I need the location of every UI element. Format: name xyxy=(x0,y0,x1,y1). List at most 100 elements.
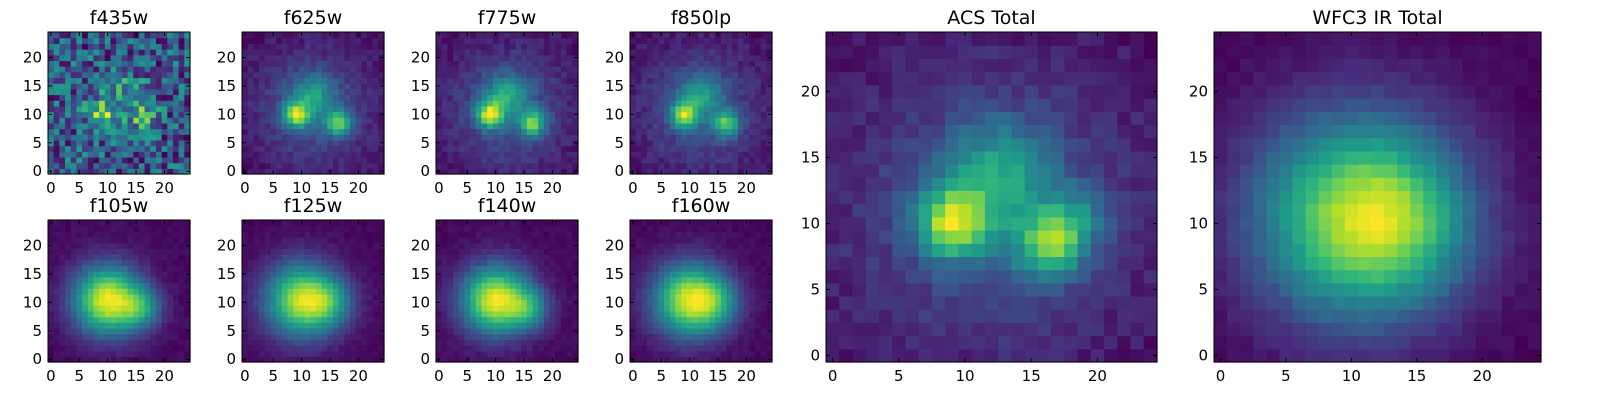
heatmap-cell xyxy=(453,60,460,67)
heatmap-cell xyxy=(754,66,762,73)
heatmap-cell xyxy=(253,128,260,135)
heatmap-cell xyxy=(99,77,106,84)
heatmap-cell xyxy=(566,168,573,175)
heatmap-cell xyxy=(361,37,368,44)
heatmap-cell xyxy=(464,333,471,340)
heatmap-cell xyxy=(464,54,471,61)
heatmap-cell xyxy=(686,305,694,312)
heatmap-cell xyxy=(749,54,756,61)
heatmap-cell xyxy=(82,293,89,301)
heatmap-cell xyxy=(281,156,289,164)
heatmap-cell xyxy=(332,282,340,289)
heatmap-cell xyxy=(321,77,328,84)
heatmap-cell xyxy=(521,271,528,278)
heatmap-cell xyxy=(59,49,66,56)
heatmap-cell xyxy=(178,111,185,118)
heatmap-cell xyxy=(59,288,66,295)
heatmap-cell xyxy=(104,111,112,118)
heatmap-cell xyxy=(48,282,55,289)
heatmap-cell xyxy=(526,83,534,90)
heatmap-cell xyxy=(509,225,517,232)
heatmap-cell xyxy=(144,100,151,107)
heatmap-cell xyxy=(144,327,151,335)
heatmap-cell xyxy=(698,293,705,301)
heatmap-cell xyxy=(560,43,568,50)
heatmap-cell xyxy=(532,117,539,124)
heatmap-cell xyxy=(70,237,77,244)
heatmap-cell xyxy=(70,111,77,118)
heatmap-cell xyxy=(498,145,505,152)
heatmap-cell xyxy=(560,145,568,152)
heatmap-cell xyxy=(378,32,385,39)
heatmap-cell xyxy=(332,139,340,147)
heatmap-cell xyxy=(647,333,654,340)
heatmap-cell xyxy=(743,293,750,301)
heatmap-cell xyxy=(692,122,699,130)
heatmap-cell xyxy=(681,288,688,295)
heatmap-cell xyxy=(532,350,539,357)
heatmap-cell xyxy=(509,49,517,56)
heatmap-cell xyxy=(504,77,511,84)
heatmap-cell xyxy=(349,145,357,152)
heatmap-cell xyxy=(566,77,573,84)
heatmap-cell xyxy=(566,293,573,301)
heatmap-cell xyxy=(172,134,180,141)
heatmap-cell xyxy=(743,117,750,124)
heatmap-cell xyxy=(526,322,534,329)
heatmap-cell xyxy=(281,333,289,340)
heatmap-cell xyxy=(681,356,688,363)
heatmap-cell xyxy=(321,271,328,278)
heatmap-cell xyxy=(155,100,163,107)
heatmap-cell xyxy=(526,350,534,357)
heatmap-cell xyxy=(150,105,157,113)
heatmap-cell xyxy=(760,71,767,79)
heatmap-cell xyxy=(555,43,562,50)
heatmap-cell xyxy=(366,54,374,61)
heatmap-cell xyxy=(447,128,454,135)
heatmap-cell xyxy=(110,254,117,261)
heatmap-cell xyxy=(698,276,705,284)
heatmap-cell xyxy=(658,77,665,84)
heatmap-cell xyxy=(110,151,117,158)
heatmap-cell xyxy=(87,71,95,79)
heatmap-cell xyxy=(681,327,688,335)
heatmap-cell xyxy=(264,299,271,306)
heatmap-cell xyxy=(441,122,448,130)
heatmap-cell xyxy=(560,156,568,164)
heatmap-cell xyxy=(144,83,151,90)
heatmap-cell xyxy=(264,168,271,175)
heatmap-cell xyxy=(155,344,163,352)
heatmap-cell xyxy=(270,145,277,152)
heatmap-cell xyxy=(276,105,283,113)
heatmap-cell xyxy=(652,350,659,357)
heatmap-cell xyxy=(82,88,89,96)
heatmap-cell xyxy=(349,344,357,352)
heatmap-cell xyxy=(161,49,168,56)
heatmap-cell xyxy=(304,105,311,113)
heatmap-cell xyxy=(127,333,134,340)
heatmap-cell xyxy=(543,122,551,130)
heatmap-cell xyxy=(178,60,185,67)
heatmap-cell xyxy=(310,237,317,244)
heatmap-cell xyxy=(526,117,534,124)
heatmap-cell xyxy=(178,316,185,323)
heatmap-cell xyxy=(242,66,249,73)
heatmap-cell xyxy=(441,271,448,278)
heatmap-cell xyxy=(349,339,357,346)
heatmap-cell xyxy=(304,327,311,335)
heatmap-cell xyxy=(378,122,385,130)
heatmap-cell xyxy=(378,305,385,312)
heatmap-cell xyxy=(59,156,66,164)
heatmap-cell xyxy=(464,60,471,67)
heatmap-cell xyxy=(543,94,551,101)
heatmap-cell xyxy=(470,117,477,124)
heatmap-cell xyxy=(344,77,351,84)
heatmap-cell xyxy=(566,156,573,164)
heatmap-cell xyxy=(344,225,351,232)
heatmap-cell xyxy=(247,139,254,147)
heatmap-cell xyxy=(138,316,146,323)
heatmap-cell xyxy=(338,254,345,261)
heatmap-cell xyxy=(287,49,294,56)
heatmap-cell xyxy=(332,156,340,164)
heatmap-cell xyxy=(709,322,716,329)
